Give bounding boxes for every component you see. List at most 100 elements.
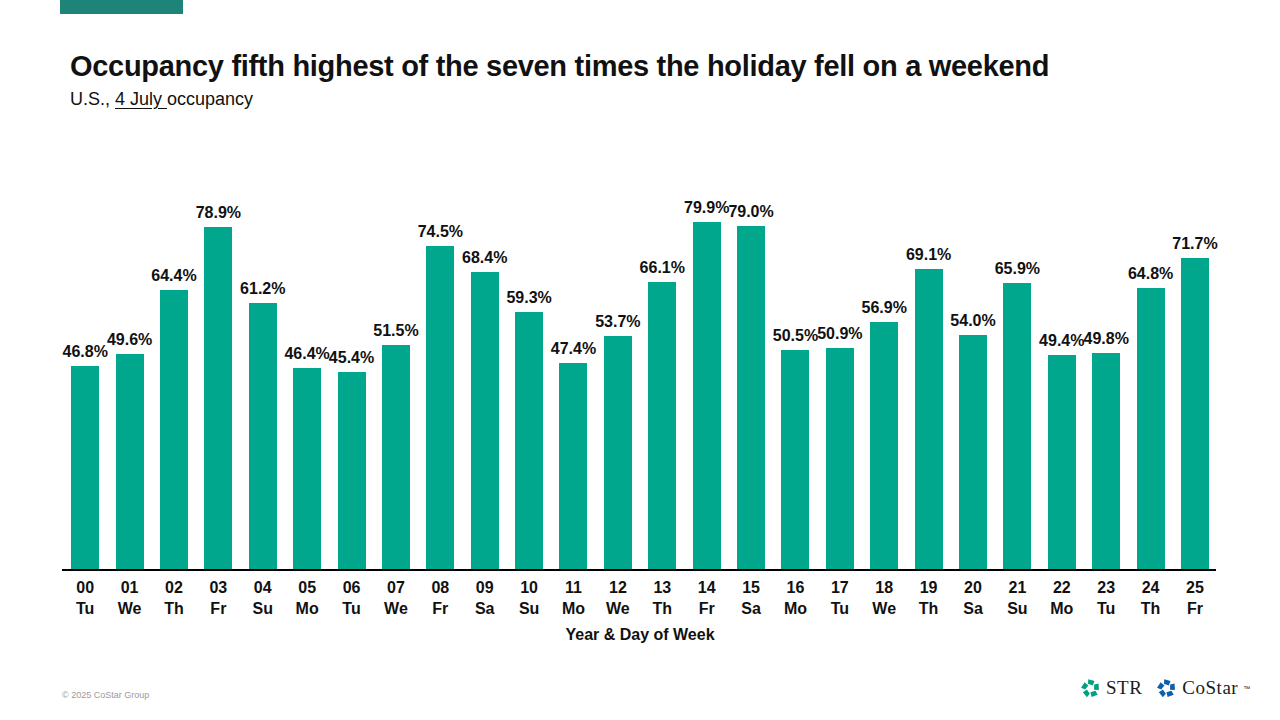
bar-column: 78.9% <box>196 204 240 569</box>
x-tick: 24Th <box>1128 577 1172 619</box>
costar-logo: CoStar™ <box>1156 677 1250 699</box>
bar <box>515 312 543 569</box>
subtitle-underlined: 4 July <box>115 89 167 109</box>
x-tick-day: Sa <box>951 598 995 619</box>
bar <box>648 282 676 569</box>
x-tick-year: 22 <box>1040 577 1084 598</box>
x-tick-day: Tu <box>818 598 862 619</box>
bar <box>160 290 188 569</box>
bar <box>338 372 366 569</box>
x-tick: 22Mo <box>1040 577 1084 619</box>
bar-value-label: 65.9% <box>995 260 1040 278</box>
bar-column: 71.7% <box>1173 235 1217 569</box>
x-tick-day: Sa <box>729 598 773 619</box>
x-tick-year: 17 <box>818 577 862 598</box>
x-tick: 05Mo <box>285 577 329 619</box>
bar <box>1181 258 1209 569</box>
bar <box>915 269 943 569</box>
x-tick-day: Th <box>152 598 196 619</box>
bar-value-label: 79.9% <box>684 199 729 217</box>
bar <box>382 345 410 569</box>
x-tick-year: 14 <box>684 577 728 598</box>
x-tick: 20Sa <box>951 577 995 619</box>
bar <box>559 363 587 569</box>
x-tick-day: Mo <box>285 598 329 619</box>
pinwheel-icon <box>1156 678 1177 699</box>
bar-value-label: 46.4% <box>284 345 329 363</box>
bar-column: 68.4% <box>463 249 507 569</box>
x-tick-year: 01 <box>107 577 151 598</box>
x-tick: 04Su <box>241 577 285 619</box>
x-tick-day: Sa <box>463 598 507 619</box>
bar-column: 66.1% <box>640 259 684 569</box>
bar-column: 50.9% <box>818 325 862 569</box>
bar-column: 47.4% <box>551 340 595 569</box>
bar-value-label: 69.1% <box>906 246 951 264</box>
bar-column: 45.4% <box>329 349 373 569</box>
x-tick-day: Th <box>906 598 950 619</box>
bar <box>1048 355 1076 569</box>
bar-column: 49.4% <box>1040 332 1084 569</box>
bar-value-label: 50.5% <box>773 327 818 345</box>
bar-column: 50.5% <box>773 327 817 569</box>
bar-column: 64.8% <box>1128 265 1172 569</box>
subtitle-suffix: occupancy <box>167 89 253 109</box>
x-tick: 09Sa <box>463 577 507 619</box>
bar <box>604 336 632 569</box>
x-tick-year: 09 <box>463 577 507 598</box>
x-tick-day: Mo <box>1040 598 1084 619</box>
trademark-symbol: ™ <box>1243 685 1250 692</box>
bar-column: 61.2% <box>241 280 285 569</box>
bar <box>1003 283 1031 569</box>
bar-value-label: 47.4% <box>551 340 596 358</box>
x-tick: 17Tu <box>818 577 862 619</box>
x-tick-year: 18 <box>862 577 906 598</box>
bar <box>693 222 721 569</box>
x-tick-year: 20 <box>951 577 995 598</box>
page-subtitle: U.S., 4 July occupancy <box>70 89 253 110</box>
bar-column: 46.4% <box>285 345 329 569</box>
bar-value-label: 49.4% <box>1039 332 1084 350</box>
x-tick-year: 11 <box>551 577 595 598</box>
x-tick-year: 21 <box>995 577 1039 598</box>
x-tick-year: 10 <box>507 577 551 598</box>
bar-value-label: 49.8% <box>1084 330 1129 348</box>
bar-column: 79.0% <box>729 203 773 569</box>
brand-logos: STRCoStar™ <box>1080 677 1250 699</box>
bar-value-label: 61.2% <box>240 280 285 298</box>
bar-chart: 46.8%49.6%64.4%78.9%61.2%46.4%45.4%51.5%… <box>63 197 1217 569</box>
bar <box>293 368 321 569</box>
bar-column: 49.6% <box>107 331 151 569</box>
bar-value-label: 56.9% <box>862 299 907 317</box>
x-tick-day: Tu <box>63 598 107 619</box>
bar <box>826 348 854 569</box>
bar-column: 54.0% <box>951 312 995 569</box>
x-tick-day: Fr <box>418 598 462 619</box>
x-tick: 03Fr <box>196 577 240 619</box>
x-tick: 08Fr <box>418 577 462 619</box>
x-tick-year: 12 <box>596 577 640 598</box>
x-tick-year: 13 <box>640 577 684 598</box>
x-axis-title: Year & Day of Week <box>63 626 1217 644</box>
bar-value-label: 46.8% <box>63 343 108 361</box>
bar-value-label: 71.7% <box>1172 235 1217 253</box>
x-tick: 16Mo <box>773 577 817 619</box>
x-tick: 18We <box>862 577 906 619</box>
x-tick-year: 08 <box>418 577 462 598</box>
bar-value-label: 64.4% <box>151 267 196 285</box>
bar-value-label: 59.3% <box>506 289 551 307</box>
x-tick-day: Th <box>640 598 684 619</box>
x-tick-year: 05 <box>285 577 329 598</box>
x-tick: 11Mo <box>551 577 595 619</box>
x-tick: 15Sa <box>729 577 773 619</box>
x-tick: 01We <box>107 577 151 619</box>
bar-value-label: 45.4% <box>329 349 374 367</box>
bar <box>471 272 499 569</box>
bar-value-label: 54.0% <box>950 312 995 330</box>
x-tick-day: Fr <box>684 598 728 619</box>
x-tick-day: Su <box>241 598 285 619</box>
bar-column: 79.9% <box>684 199 728 569</box>
bar-column: 46.8% <box>63 343 107 569</box>
x-axis-line <box>62 569 1216 571</box>
bar <box>1137 288 1165 569</box>
